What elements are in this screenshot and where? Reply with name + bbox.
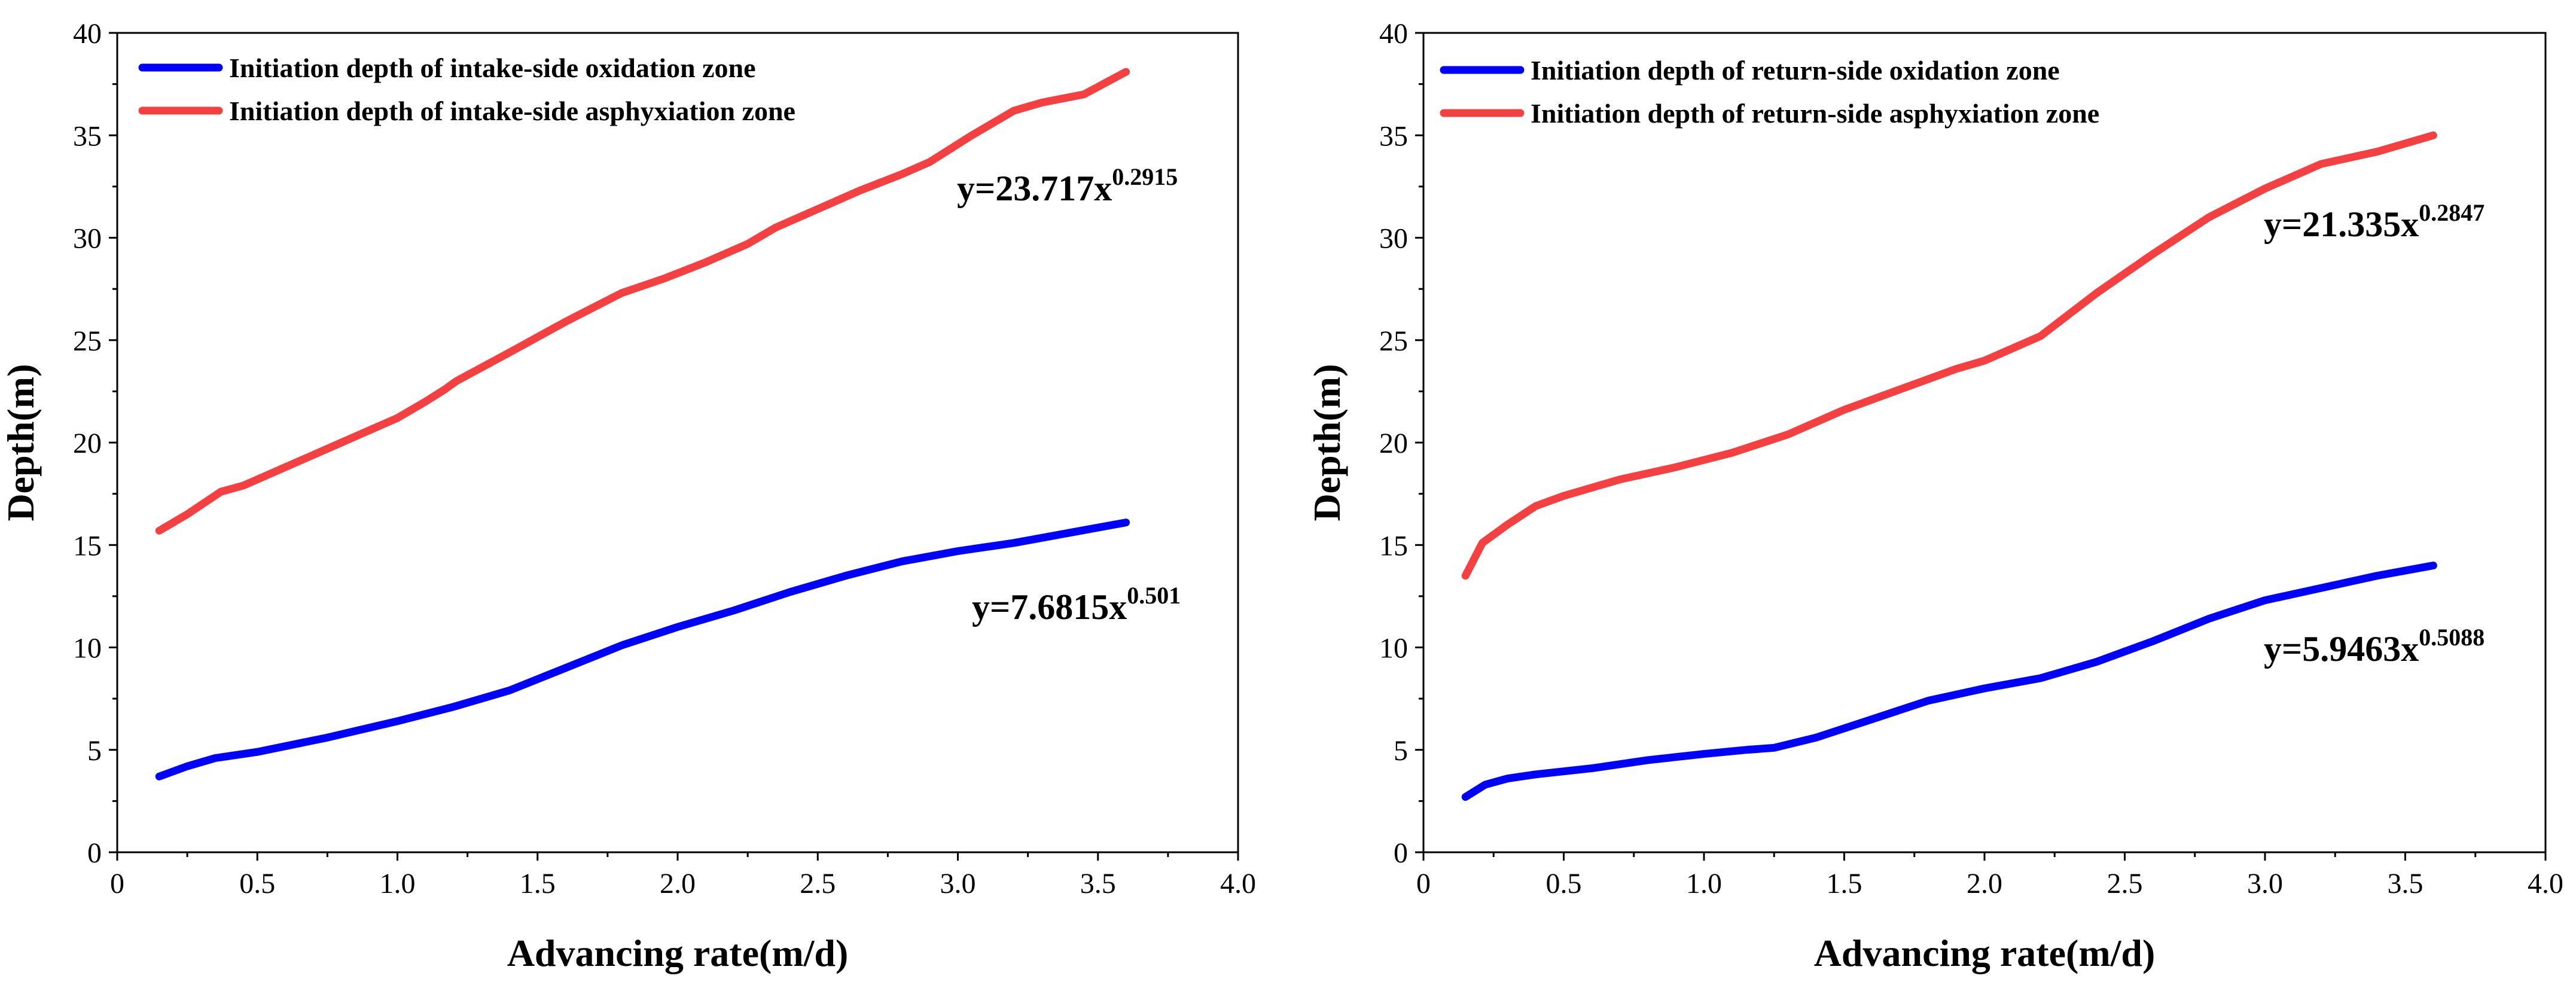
fit-equation-exponent: 0.501 <box>1127 582 1181 609</box>
fit-equation-base: y=7.6815x <box>972 587 1127 627</box>
x-tick-label: 0 <box>110 868 124 900</box>
fit-equation-base: y=21.335x <box>2264 205 2419 244</box>
y-tick-label: 40 <box>73 18 102 50</box>
x-tick-label: 3.0 <box>2247 868 2283 900</box>
fit-equation-exponent: 0.5088 <box>2419 624 2484 651</box>
series-line-oxidation <box>1461 562 2437 801</box>
fit-equation: y=23.717x0.2915 <box>957 163 1178 208</box>
series-line-asphyxiation <box>155 68 1130 535</box>
legend-label: Initiation depth of intake-side oxidatio… <box>229 53 756 83</box>
y-tick-label: 20 <box>1379 428 1408 459</box>
x-tick-label: 0 <box>1416 868 1431 900</box>
y-tick-label: 0 <box>87 837 102 869</box>
x-tick-label: 2.5 <box>2107 868 2143 900</box>
x-tick-label: 1.0 <box>1686 868 1722 900</box>
x-tick-label: 1.0 <box>380 868 416 900</box>
fit-equation-exponent: 0.2847 <box>2419 199 2484 226</box>
x-tick-label: 2.5 <box>800 868 836 900</box>
x-axis-title: Advancing rate(m/d) <box>1814 932 2156 974</box>
y-tick-label: 30 <box>73 223 102 255</box>
chart-panel-1: 0 0.5 1.0 1.5 2.0 2.5 3.0 3.5 4.0 0 5 10 15 20 25 30 35 4… <box>0 18 1256 974</box>
y-tick-label: 25 <box>73 325 102 357</box>
y-tick-label: 35 <box>1379 120 1408 152</box>
y-tick-label: 5 <box>87 735 102 767</box>
legend-label: Initiation depth of intake-side asphyxia… <box>229 96 795 126</box>
y-tick-label: 10 <box>73 633 102 664</box>
x-tick-label: 4.0 <box>1220 868 1256 900</box>
fit-equation: y=5.9463x0.5088 <box>2264 624 2484 669</box>
y-tick-label: 30 <box>1379 223 1408 255</box>
series-line-asphyxiation <box>1461 131 2437 580</box>
x-tick-label: 3.5 <box>2388 868 2423 900</box>
x-tick-label: 0.5 <box>239 868 275 900</box>
x-tick-label: 2.0 <box>660 868 696 900</box>
x-tick-label: 4.0 <box>2528 868 2563 900</box>
y-axis-title: Depth(m) <box>0 364 42 521</box>
plot-frame <box>116 32 1239 853</box>
x-tick-label: 3.0 <box>940 868 976 900</box>
chart-panel-2: 0 0.5 1.0 1.5 2.0 2.5 3.0 3.5 4.0 0 5 10 15 20 25 30 35 4… <box>1306 18 2563 974</box>
fit-equation: y=21.335x0.2847 <box>2264 199 2484 244</box>
plot-frame <box>1422 32 2547 853</box>
y-tick-label: 0 <box>1394 837 1408 869</box>
x-axis-title: Advancing rate(m/d) <box>507 932 849 974</box>
y-tick-label: 5 <box>1394 735 1408 767</box>
x-tick-label: 2.0 <box>1967 868 2002 900</box>
y-tick-label: 15 <box>1379 530 1408 562</box>
legend-label: Initiation depth of return-side asphyxia… <box>1531 98 2099 129</box>
y-tick-label: 20 <box>73 428 102 459</box>
fit-equation-exponent: 0.2915 <box>1112 163 1178 190</box>
y-axis-title: Depth(m) <box>1306 364 1348 521</box>
legend-label: Initiation depth of return-side oxidatio… <box>1531 55 2060 86</box>
y-tick-label: 10 <box>1379 633 1408 664</box>
y-tick-label: 15 <box>73 530 102 562</box>
fit-equation: y=7.6815x0.501 <box>972 582 1181 627</box>
x-tick-label: 0.5 <box>1546 868 1582 900</box>
fit-equation-base: y=5.9463x <box>2264 629 2419 669</box>
y-tick-label: 25 <box>1379 325 1408 357</box>
y-tick-label: 35 <box>73 120 102 152</box>
fit-equation-base: y=23.717x <box>957 169 1112 208</box>
x-tick-label: 3.5 <box>1080 868 1116 900</box>
x-tick-label: 1.5 <box>1827 868 1862 900</box>
series-line-oxidation <box>155 519 1130 780</box>
y-tick-label: 40 <box>1379 18 1408 50</box>
x-tick-label: 1.5 <box>520 868 556 900</box>
